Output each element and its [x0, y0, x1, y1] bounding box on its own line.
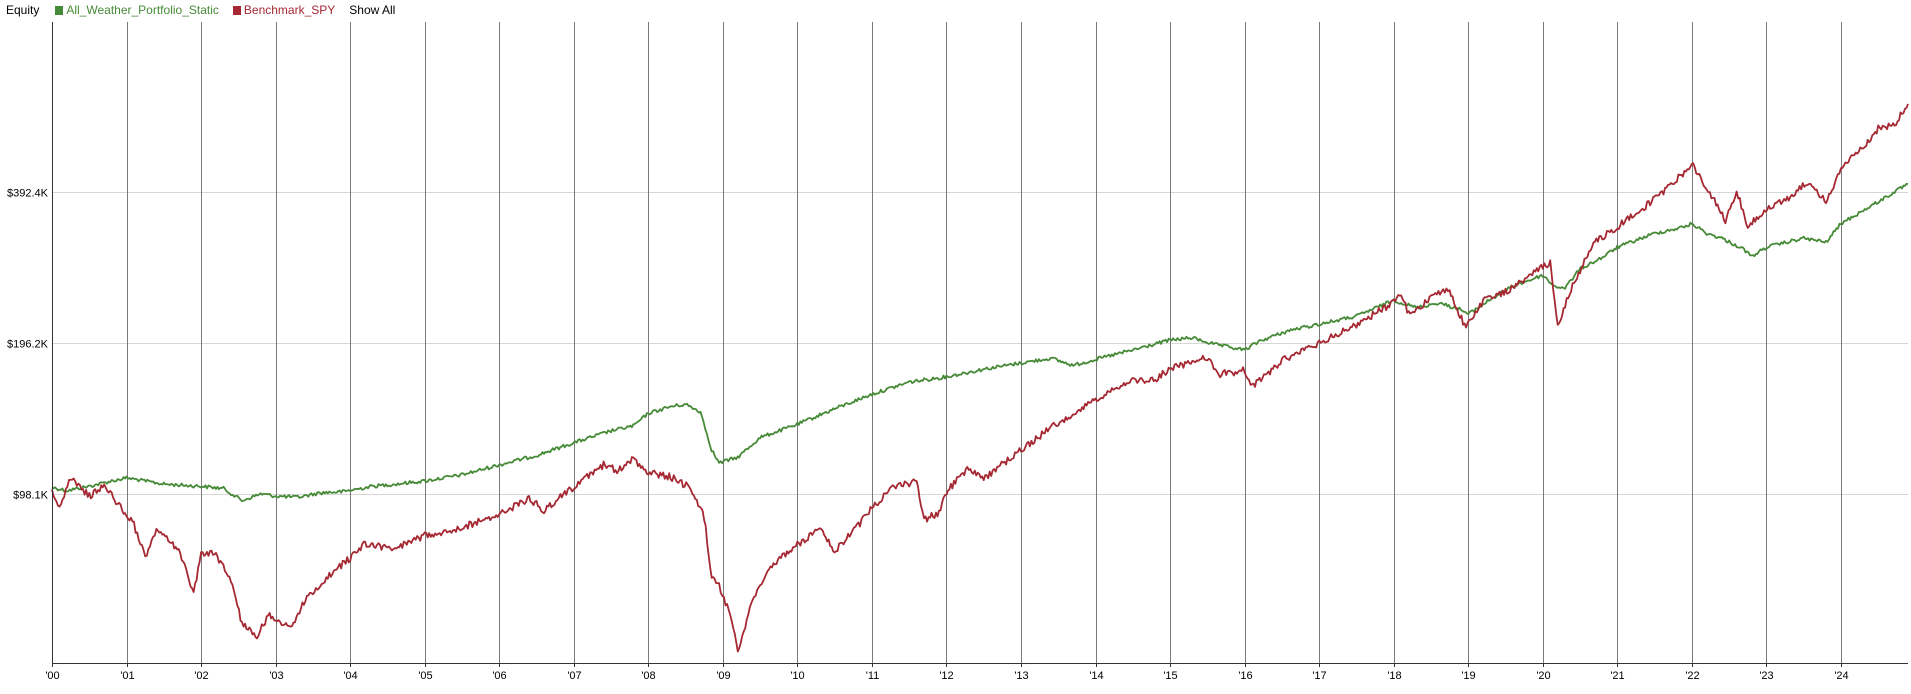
x-tick-label: '02 — [194, 670, 208, 682]
x-tick-label: '23 — [1759, 670, 1773, 682]
x-tick-label: '15 — [1163, 670, 1177, 682]
x-tick-label: '10 — [790, 670, 804, 682]
legend-label-all-weather: All_Weather_Portfolio_Static — [66, 3, 219, 17]
x-tick-label: '01 — [120, 670, 134, 682]
legend-item-all-weather[interactable]: All_Weather_Portfolio_Static — [55, 3, 219, 17]
legend-item-benchmark-spy[interactable]: Benchmark_SPY — [232, 3, 336, 17]
x-tick-label: '09 — [716, 670, 730, 682]
grid-layer — [52, 22, 1908, 663]
x-tick-label: '14 — [1089, 670, 1103, 682]
x-tick-label: '13 — [1014, 670, 1028, 682]
y-tick-label: $98.1K — [13, 490, 49, 502]
axis-layer: $98.1K $196.2K $392.4K '00 '01 '02 '03 '04 '05 '0… — [7, 22, 1908, 682]
chart-legend: Equity All_Weather_Portfolio_Static Benc… — [6, 3, 395, 17]
legend-title: Equity — [6, 3, 40, 17]
x-tick-label: '16 — [1238, 670, 1252, 682]
series-line-all-weather — [51, 182, 1909, 503]
x-tick-label: '18 — [1387, 670, 1401, 682]
series-layer — [51, 103, 1909, 653]
x-tick-label: '00 — [45, 670, 59, 682]
legend-swatch-all-weather — [55, 5, 64, 15]
x-tick-label: '21 — [1610, 670, 1624, 682]
y-tick-label: $392.4K — [7, 188, 49, 200]
x-tick-label: '06 — [492, 670, 506, 682]
x-tick-label: '22 — [1685, 670, 1699, 682]
legend-swatch-benchmark-spy — [232, 5, 241, 15]
show-all-button[interactable]: Show All — [349, 3, 396, 17]
x-tick-label: '12 — [939, 670, 953, 682]
x-tick-label: '08 — [641, 670, 655, 682]
x-tick-label: '11 — [866, 670, 880, 682]
series-line-benchmark-spy — [51, 103, 1909, 653]
x-tick-label: '24 — [1834, 670, 1848, 682]
x-tick-label: '20 — [1536, 670, 1550, 682]
x-tick-label: '05 — [418, 670, 432, 682]
y-tick-label: $196.2K — [7, 339, 49, 351]
x-tick-label: '19 — [1461, 670, 1475, 682]
legend-label-benchmark-spy: Benchmark_SPY — [243, 3, 336, 17]
x-tick-label: '03 — [269, 670, 283, 682]
x-tick-label: '07 — [567, 670, 581, 682]
x-tick-label: '04 — [343, 670, 357, 682]
x-tick-label: '17 — [1312, 670, 1326, 682]
